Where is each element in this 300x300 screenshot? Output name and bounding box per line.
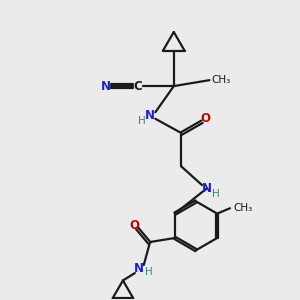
Text: H: H	[145, 267, 153, 277]
Text: CH₃: CH₃	[211, 75, 230, 85]
Text: N: N	[145, 109, 155, 122]
Text: H: H	[138, 116, 146, 126]
Text: O: O	[130, 219, 140, 232]
Text: N: N	[134, 262, 144, 275]
Text: N: N	[100, 80, 110, 93]
Text: H: H	[212, 189, 220, 199]
Text: C: C	[134, 80, 142, 93]
Text: O: O	[200, 112, 210, 125]
Text: N: N	[202, 182, 212, 195]
Text: CH₃: CH₃	[233, 203, 253, 213]
